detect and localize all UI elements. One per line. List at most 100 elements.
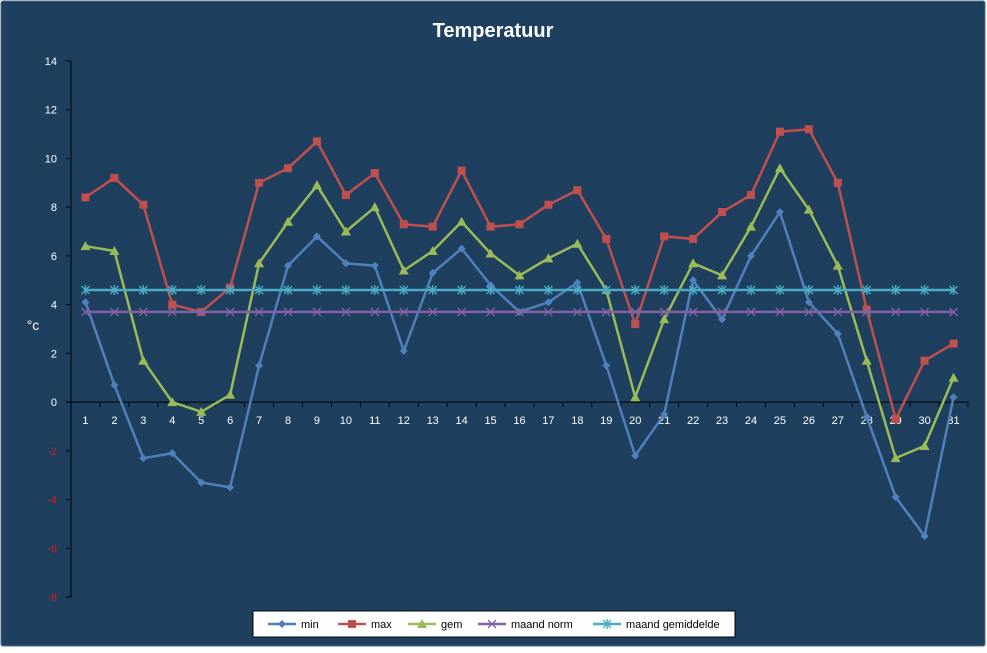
x-tick-label: 14 (456, 415, 468, 427)
data-point-gem (283, 216, 294, 226)
data-point-min (255, 361, 264, 370)
legend-label-maand-gemiddelde: maand gemiddelde (626, 619, 720, 631)
x-tick-label: 16 (513, 415, 525, 427)
legend-item-min: min (268, 619, 319, 631)
data-point-gem (138, 355, 149, 365)
data-point-min (746, 251, 755, 260)
data-point-max (573, 186, 582, 195)
legend-marker-max (348, 620, 356, 628)
data-point-maand-gemiddelde (138, 285, 148, 296)
series-gem (80, 163, 959, 463)
data-point-min (891, 493, 900, 502)
data-point-min (602, 361, 611, 370)
data-point-maand-norm (891, 307, 901, 317)
data-point-min (718, 315, 727, 324)
data-point-max (255, 178, 264, 187)
data-point-gem (514, 270, 525, 280)
data-point-gem (688, 258, 699, 268)
y-tick-labels: 14 12 10 8 6 4 2 0 -2 -4 -6 -8 (45, 56, 57, 604)
data-point-min (312, 232, 321, 241)
data-point-min (284, 261, 293, 270)
data-point-gem (167, 397, 178, 407)
data-point-gem (398, 265, 409, 275)
data-point-maand-norm (341, 307, 351, 317)
data-point-maand-gemiddelde (341, 285, 351, 296)
x-tick-label: 23 (716, 415, 728, 427)
data-point-max (833, 178, 842, 187)
data-point-min (428, 268, 437, 277)
data-point-maand-gemiddelde (457, 285, 467, 296)
x-tick-label: 6 (227, 415, 233, 427)
data-point-gem (543, 253, 554, 263)
legend: min max gem maand norm maand gemiddelde (252, 610, 736, 638)
legend-item-maand-gemiddelde: maand gemiddelde (593, 619, 720, 631)
data-point-maand-norm (601, 307, 611, 317)
data-point-gem (948, 372, 959, 382)
data-point-min (457, 244, 466, 253)
legend-marker-gem (417, 619, 427, 628)
y-tick-label: 8 (51, 202, 57, 214)
data-point-maand-gemiddelde (920, 285, 930, 296)
data-point-maand-norm (775, 307, 785, 317)
x-tick-label: 11 (369, 415, 380, 427)
data-point-gem (109, 246, 120, 256)
x-tick-label: 4 (169, 415, 175, 427)
data-point-min (573, 278, 582, 287)
legend-item-gem: gem (408, 619, 462, 631)
data-point-gem (832, 260, 843, 270)
data-point-max (399, 220, 408, 229)
data-point-min (168, 449, 177, 458)
x-tick-label: 13 (427, 415, 439, 427)
x-tick-label: 2 (111, 415, 117, 427)
series-maand-norm (80, 307, 959, 317)
data-point-max (920, 356, 929, 365)
data-point-max (602, 234, 611, 243)
data-point-max (718, 208, 727, 217)
data-point-maand-norm (428, 307, 438, 317)
data-point-maand-gemiddelde (80, 285, 90, 296)
legend-item-maand-norm: maand norm (478, 619, 573, 631)
x-tick-label: 7 (256, 415, 262, 427)
data-point-maand-gemiddelde (312, 285, 322, 296)
data-point-maand-gemiddelde (833, 285, 843, 296)
x-tick-label: 9 (314, 415, 320, 427)
data-point-maand-norm (109, 307, 119, 317)
x-tick-label: 26 (803, 415, 815, 427)
series-maand-gemiddelde (80, 285, 959, 296)
legend-item-max: max (338, 619, 392, 631)
data-point-max (341, 191, 350, 199)
y-axis-label: °c (27, 317, 40, 333)
data-point-max (110, 173, 119, 182)
data-point-maand-gemiddelde (283, 285, 293, 296)
data-point-maand-gemiddelde (891, 285, 901, 296)
x-tick-label: 19 (600, 415, 612, 427)
x-tick-label: 3 (140, 415, 146, 427)
y-tick-label: 4 (51, 300, 57, 312)
data-point-maand-norm (370, 307, 380, 317)
data-point-min (139, 454, 148, 463)
x-tick-label: 15 (484, 415, 496, 427)
y-tick-label: 10 (45, 153, 57, 165)
legend-label-maand-norm: maand norm (511, 619, 573, 631)
data-point-maand-norm (283, 307, 293, 317)
data-point-maand-gemiddelde (109, 285, 119, 296)
data-point-gem (196, 406, 207, 416)
data-point-min (197, 478, 206, 487)
data-point-maand-norm (457, 307, 467, 317)
data-point-max (457, 166, 466, 175)
data-point-min (370, 261, 379, 270)
x-tick-label: 1 (82, 415, 88, 427)
data-point-maand-norm (920, 307, 930, 317)
data-point-maand-norm (688, 307, 698, 317)
data-point-gem (456, 216, 467, 226)
data-point-maand-norm (399, 307, 409, 317)
data-point-maand-norm (746, 307, 756, 317)
x-tick-label: 25 (774, 415, 786, 427)
x-tick-label: 12 (398, 415, 410, 427)
data-point-maand-norm (572, 307, 582, 317)
x-tick-label: 18 (571, 415, 583, 427)
x-tick-label: 17 (542, 415, 554, 427)
legend-marker-maand-norm (487, 619, 497, 629)
x-tick-label: 24 (745, 415, 757, 427)
data-point-maand-norm (543, 307, 553, 317)
